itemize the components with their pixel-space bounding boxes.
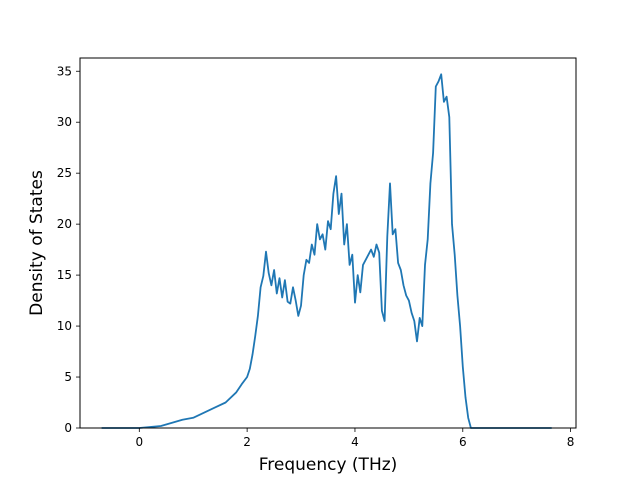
y-tick-label: 20 bbox=[57, 217, 72, 231]
x-tick-label: 2 bbox=[243, 435, 251, 449]
x-tick-label: 4 bbox=[351, 435, 359, 449]
y-tick-label: 35 bbox=[57, 64, 72, 78]
y-tick-label: 0 bbox=[64, 421, 72, 435]
x-axis-label: Frequency (THz) bbox=[259, 455, 398, 475]
y-tick-label: 10 bbox=[57, 319, 72, 333]
y-tick-label: 30 bbox=[57, 115, 72, 129]
ticks: 0 2 4 6 8 0 5 10 15 20 25 30 35 bbox=[57, 64, 575, 449]
x-tick-label: 0 bbox=[135, 435, 143, 449]
y-tick-label: 25 bbox=[57, 166, 72, 180]
axes-frame bbox=[79, 57, 577, 429]
x-tick-label: 8 bbox=[567, 435, 575, 449]
y-axis-label: Density of States bbox=[27, 170, 47, 316]
y-tick-label: 15 bbox=[57, 268, 72, 282]
x-tick-label: 6 bbox=[459, 435, 467, 449]
y-tick-label: 5 bbox=[64, 370, 72, 384]
